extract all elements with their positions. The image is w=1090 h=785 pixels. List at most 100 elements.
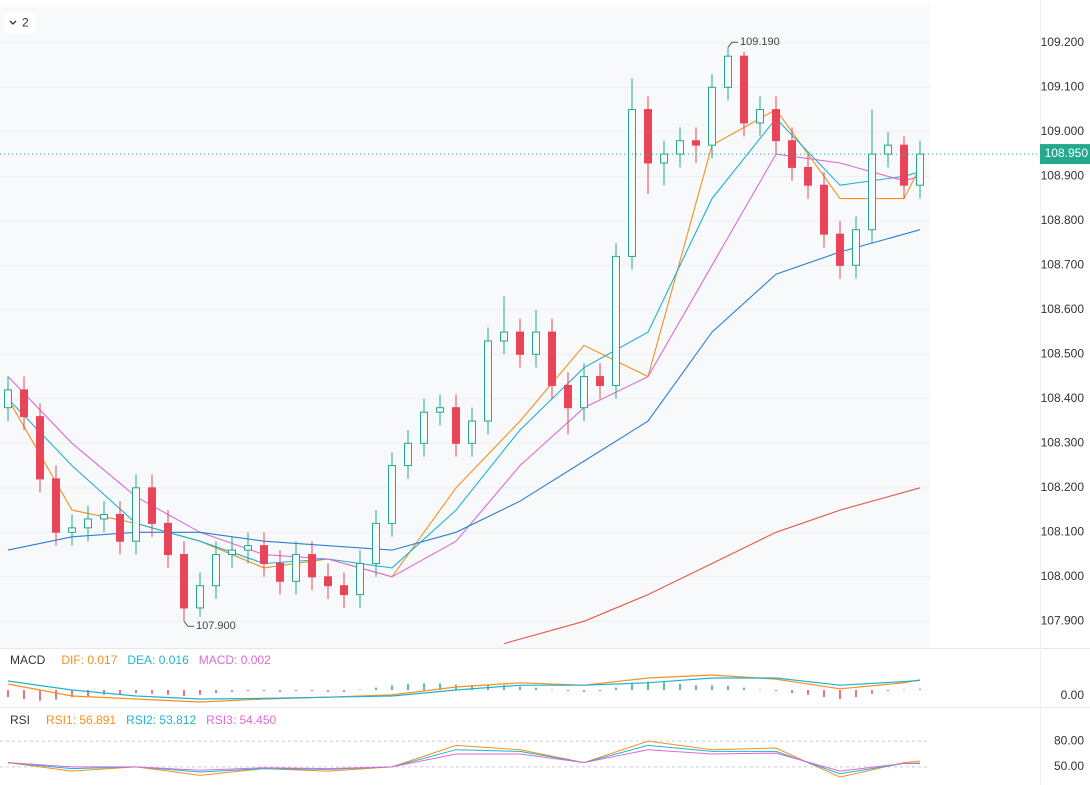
y-tick-label: 109.000 bbox=[1041, 124, 1085, 138]
histogram-bar bbox=[727, 685, 729, 690]
y-tick-label: 108.900 bbox=[1041, 168, 1085, 182]
histogram-bar bbox=[791, 690, 793, 693]
candle-body bbox=[340, 585, 348, 596]
legend-entry: MACD: 0.002 bbox=[199, 653, 271, 667]
candle-body bbox=[132, 487, 140, 542]
histogram-bar bbox=[151, 690, 153, 694]
histogram-bar bbox=[839, 690, 841, 699]
histogram-bar bbox=[887, 690, 889, 692]
panel-title: MACD bbox=[10, 653, 46, 667]
histogram-bar bbox=[567, 690, 569, 692]
candle-body bbox=[84, 518, 92, 529]
histogram-bar bbox=[119, 690, 121, 695]
candle-body bbox=[580, 376, 588, 409]
histogram-bar bbox=[919, 688, 921, 690]
histogram-bar bbox=[311, 690, 313, 692]
candle-body bbox=[836, 233, 844, 266]
histogram-bar bbox=[23, 690, 25, 699]
indicator-line bbox=[7, 674, 921, 703]
annotation-label: 109.190 bbox=[740, 36, 780, 48]
y-tick-label: 108.700 bbox=[1041, 257, 1085, 271]
histogram-bar bbox=[39, 690, 41, 701]
candle-body bbox=[756, 109, 764, 124]
candle-body bbox=[116, 514, 124, 542]
candle-body bbox=[68, 527, 76, 533]
candle-body bbox=[20, 389, 28, 418]
candle-body bbox=[660, 153, 668, 164]
candle-body bbox=[356, 562, 364, 596]
histogram-bar bbox=[503, 685, 505, 690]
histogram-bar bbox=[759, 689, 761, 690]
last-price-label: 108.950 bbox=[1045, 146, 1089, 160]
candle-body bbox=[148, 487, 156, 524]
candle-body bbox=[180, 554, 188, 609]
candle-body bbox=[900, 144, 908, 186]
candle-body bbox=[372, 522, 380, 564]
selector-label[interactable]: 2 bbox=[22, 16, 29, 30]
candle-body bbox=[276, 562, 284, 582]
candle-body bbox=[196, 585, 204, 609]
candle-body bbox=[644, 109, 652, 164]
histogram-bar bbox=[135, 690, 137, 693]
candle-body bbox=[708, 86, 716, 146]
histogram-bar bbox=[375, 687, 377, 690]
histogram-bar bbox=[439, 683, 441, 690]
candle-body bbox=[484, 340, 492, 422]
candle-body bbox=[676, 140, 684, 155]
y-tick-label: 80.00 bbox=[1054, 733, 1084, 747]
candle-body bbox=[516, 331, 524, 355]
histogram-bar bbox=[535, 687, 537, 690]
histogram-bar bbox=[407, 684, 409, 690]
candle-body bbox=[596, 376, 604, 386]
candle-body bbox=[692, 140, 700, 146]
candle-body bbox=[452, 407, 460, 444]
annotation-leader bbox=[727, 41, 738, 48]
histogram-bar bbox=[343, 690, 345, 692]
histogram-bar bbox=[263, 690, 265, 692]
y-tick-label: 109.200 bbox=[1041, 35, 1085, 49]
candle-body bbox=[212, 554, 220, 587]
histogram-bar bbox=[807, 690, 809, 695]
histogram-bar bbox=[215, 690, 217, 693]
candle-body bbox=[324, 576, 332, 587]
y-tick-label: 108.600 bbox=[1041, 302, 1085, 316]
histogram-bar bbox=[551, 689, 553, 690]
moving-average bbox=[503, 487, 921, 645]
chevron-icon bbox=[9, 20, 17, 25]
histogram-bar bbox=[327, 690, 329, 692]
histogram-bar bbox=[855, 690, 857, 698]
y-tick-label: 108.300 bbox=[1041, 435, 1085, 449]
histogram-bar bbox=[359, 689, 361, 690]
candle-body bbox=[420, 411, 428, 444]
selector-box[interactable] bbox=[4, 13, 36, 33]
histogram-bar bbox=[183, 690, 185, 696]
panel-title: RSI bbox=[10, 713, 30, 727]
histogram-bar bbox=[695, 685, 697, 690]
histogram-bar bbox=[7, 690, 9, 698]
candle-body bbox=[260, 545, 268, 564]
chart-layer: 107.900 108.000 108.100 108.200 108.300 108.4… bbox=[0, 35, 1090, 778]
y-tick-label: 107.900 bbox=[1041, 613, 1085, 627]
candle-body bbox=[724, 55, 732, 88]
candle-body bbox=[52, 478, 60, 533]
candle-body bbox=[308, 554, 316, 578]
histogram-bar bbox=[631, 682, 633, 690]
candle-body bbox=[292, 554, 300, 582]
indicator-line bbox=[7, 744, 921, 775]
y-tick-label: 108.200 bbox=[1041, 480, 1085, 494]
histogram-bar bbox=[743, 687, 745, 690]
candle-body bbox=[532, 331, 540, 355]
candle-body bbox=[884, 144, 892, 155]
indicator-line bbox=[7, 740, 921, 778]
candle-body bbox=[820, 184, 828, 235]
interval-selector[interactable]: 2 bbox=[4, 13, 36, 33]
legend-entry: DIF: 0.017 bbox=[61, 653, 117, 667]
y-tick-label: 50.00 bbox=[1054, 759, 1084, 773]
candle-body bbox=[388, 465, 396, 524]
indicator-line bbox=[7, 749, 921, 772]
candle-body bbox=[612, 255, 620, 386]
annotation-label: 107.900 bbox=[196, 620, 236, 632]
histogram-bar bbox=[87, 690, 89, 696]
candle-body bbox=[468, 420, 476, 444]
histogram-bar bbox=[423, 683, 425, 690]
